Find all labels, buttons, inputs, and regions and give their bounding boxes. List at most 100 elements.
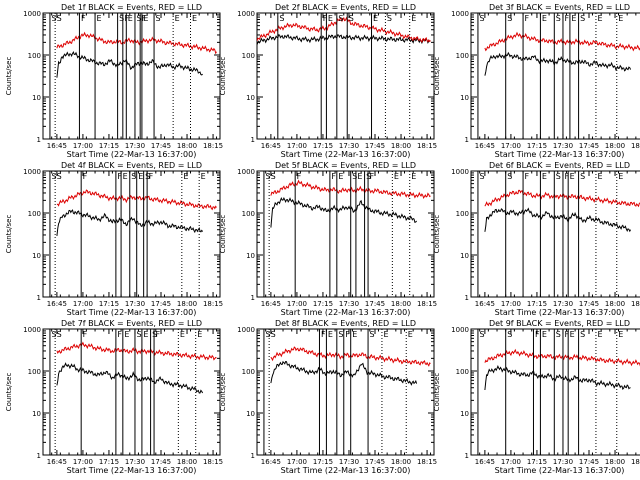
x-tick-label: 17:45 <box>365 458 385 466</box>
y-tick-label: 1000 <box>23 168 41 176</box>
x-tick-label: 17:15 <box>527 300 547 308</box>
marker-label: S <box>265 330 270 339</box>
marker-label: S <box>479 172 484 181</box>
y-tick-label: 10 <box>460 252 469 260</box>
marker-label: S <box>51 330 56 339</box>
y-axis-label: Counts/sec <box>433 57 441 96</box>
y-tick-label: 1 <box>465 136 469 144</box>
marker-label: F <box>564 330 569 339</box>
y-tick-label: 1000 <box>23 326 41 334</box>
marker-label: S <box>271 330 276 339</box>
marker-label: F <box>564 172 569 181</box>
x-tick-label: 18:00 <box>391 458 411 466</box>
y-tick-label: 100 <box>28 210 41 218</box>
x-tick-label: 17:15 <box>99 142 119 150</box>
marker-label: S <box>387 14 392 23</box>
marker-label: S <box>580 172 585 181</box>
x-tick-label: 17:00 <box>501 300 521 308</box>
marker-label: S <box>507 330 512 339</box>
panel-title: Det 8f BLACK = Events, RED = LLD <box>275 319 416 328</box>
x-tick-label: 18:15 <box>631 458 640 466</box>
marker-label: F <box>83 172 88 181</box>
series-lld <box>484 348 640 367</box>
y-tick-label: 100 <box>456 368 469 376</box>
marker-label: S <box>507 14 512 23</box>
marker-label: S <box>131 172 136 181</box>
x-tick-label: 17:00 <box>287 458 307 466</box>
marker-label: E <box>197 330 202 339</box>
marker-label: S <box>156 14 161 23</box>
x-axis-label: Start Time (22-Mar-13 16:37:00) <box>67 150 197 159</box>
x-tick-label: 18:00 <box>605 142 625 150</box>
x-axis-label: Start Time (22-Mar-13 16:37:00) <box>67 466 197 475</box>
marker-label: E <box>192 14 197 23</box>
marker-label: E <box>201 172 206 181</box>
marker-label: E <box>138 172 143 181</box>
marker-label: E <box>383 330 388 339</box>
marker-label: S <box>352 172 357 181</box>
y-tick-label: 1000 <box>451 10 469 18</box>
x-tick-label: 17:00 <box>73 142 93 150</box>
plot-frame <box>470 12 640 140</box>
panel-det-7: Det 7f BLACK = Events, RED = LLD 1 10 100 10… <box>5 319 223 475</box>
marker-label: F <box>323 14 328 23</box>
y-tick-label: 10 <box>32 252 41 260</box>
x-tick-label: 17:45 <box>151 300 171 308</box>
x-tick-label: 16:45 <box>261 142 281 150</box>
y-tick-label: 10 <box>32 94 41 102</box>
marker-label: E <box>618 14 623 23</box>
x-axis-label: Start Time (22-Mar-13 16:37:00) <box>495 308 625 317</box>
panel-title: Det 1f BLACK = Events, RED = LLD <box>61 3 202 12</box>
x-tick-label: 18:00 <box>177 142 197 150</box>
marker-label: S <box>152 330 157 339</box>
marker-label: F <box>321 330 326 339</box>
marker-label: E <box>183 172 188 181</box>
marker-label: E <box>570 172 575 181</box>
marker-label: S <box>119 14 124 23</box>
x-tick-label: 17:45 <box>365 142 385 150</box>
marker-label: E <box>328 330 333 339</box>
marker-label: F <box>564 14 569 23</box>
x-tick-label: 17:45 <box>151 458 171 466</box>
panel-det-8: Det 8f BLACK = Events, RED = LLD 1 10 100 10… <box>219 319 437 475</box>
marker-label: S <box>271 172 276 181</box>
x-tick-label: 17:30 <box>125 142 145 150</box>
series-lld <box>484 31 640 52</box>
series-lld <box>56 341 217 361</box>
y-tick-label: 1000 <box>451 168 469 176</box>
y-tick-label: 100 <box>28 52 41 60</box>
x-tick-label: 17:45 <box>579 458 599 466</box>
x-tick-label: 16:45 <box>475 300 495 308</box>
x-tick-label: 18:15 <box>203 142 223 150</box>
marker-label: S <box>136 330 141 339</box>
marker-label: S <box>57 172 62 181</box>
panel-title: Det 7f BLACK = Events, RED = LLD <box>61 319 202 328</box>
marker-label: E <box>124 330 129 339</box>
marker-label: F <box>124 14 129 23</box>
marker-label: E <box>597 14 602 23</box>
marker-label: E <box>597 172 602 181</box>
marker-label: E <box>618 172 623 181</box>
plot-frame <box>470 170 640 298</box>
marker-label: S <box>479 14 484 23</box>
marker-label: F <box>331 172 336 181</box>
x-tick-label: 18:00 <box>391 300 411 308</box>
series-events <box>484 51 632 76</box>
series-events <box>270 196 418 228</box>
marker-label: S <box>57 330 62 339</box>
marker-label: F <box>149 172 154 181</box>
y-tick-label: 1 <box>251 452 255 460</box>
y-tick-label: 1000 <box>237 326 255 334</box>
marker-label: E <box>542 172 547 181</box>
marker-label: S <box>556 172 561 181</box>
x-tick-label: 18:00 <box>391 142 411 150</box>
marker-label: S <box>580 330 585 339</box>
series-events <box>484 365 631 391</box>
x-tick-label: 17:45 <box>151 142 171 150</box>
y-tick-label: 1 <box>251 294 255 302</box>
x-tick-label: 16:45 <box>47 300 67 308</box>
marker-label: S <box>338 14 343 23</box>
x-tick-label: 18:00 <box>605 458 625 466</box>
marker-label: S <box>479 330 484 339</box>
y-tick-label: 100 <box>456 52 469 60</box>
